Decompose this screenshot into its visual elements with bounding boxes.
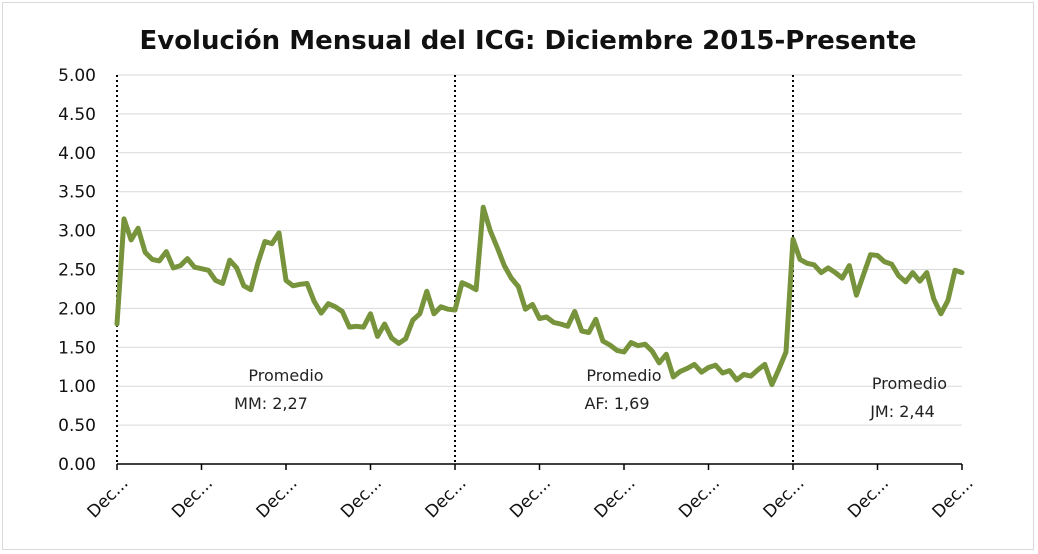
- y-tick-label: 5.00: [58, 66, 96, 86]
- x-tick-label: Dec...: [84, 473, 133, 522]
- x-tick-label: Dec...: [168, 473, 217, 522]
- axes: [116, 463, 963, 470]
- y-tick-label: 4.50: [58, 105, 96, 125]
- y-axis-ticks: 0.00 0.50 1.00 1.50 2.00 2.50 3.00 3.50 4.00 4.50…: [58, 66, 96, 475]
- x-axis-ticks: Dec... Dec... Dec... Dec... Dec... Dec... Dec.…: [84, 473, 978, 522]
- x-tick-label: Dec...: [675, 473, 724, 522]
- x-tick-label: Dec...: [253, 473, 302, 522]
- chart-title: Evolución Mensual del ICG: Diciembre 201…: [139, 26, 916, 56]
- annotation-label: Promedio: [586, 366, 661, 385]
- series-line-icg: [114, 204, 965, 388]
- annotation-label: Promedio: [872, 374, 947, 393]
- y-tick-label: 0.00: [58, 455, 96, 475]
- y-tick-label: 0.50: [58, 416, 96, 436]
- annotations: Promedio MM: 2,27 Promedio AF: 1,69 Promedio…: [234, 366, 947, 421]
- x-tick-label: Dec...: [337, 473, 386, 522]
- y-tick-label: 2.00: [58, 299, 96, 319]
- x-tick-label: Dec...: [591, 473, 640, 522]
- y-tick-label: 2.50: [58, 261, 96, 281]
- x-tick-label: Dec...: [929, 473, 978, 522]
- y-tick-label: 1.00: [58, 377, 96, 397]
- y-tick-label: 3.50: [58, 183, 96, 203]
- annotation-value: AF: 1,69: [584, 394, 649, 413]
- annotation-value: JM: 2,44: [869, 402, 935, 421]
- gridlines: [117, 74, 962, 426]
- annotation-label: Promedio: [248, 366, 323, 385]
- x-tick-label: Dec...: [506, 473, 555, 522]
- x-tick-label: Dec...: [422, 473, 471, 522]
- y-tick-label: 4.00: [58, 144, 96, 164]
- x-tick-label: Dec...: [760, 473, 809, 522]
- series-layer: [114, 204, 965, 388]
- x-tick-label: Dec...: [844, 473, 893, 522]
- y-tick-label: 3.00: [58, 222, 96, 242]
- annotation-value: MM: 2,27: [234, 394, 308, 413]
- y-tick-label: 1.50: [58, 338, 96, 358]
